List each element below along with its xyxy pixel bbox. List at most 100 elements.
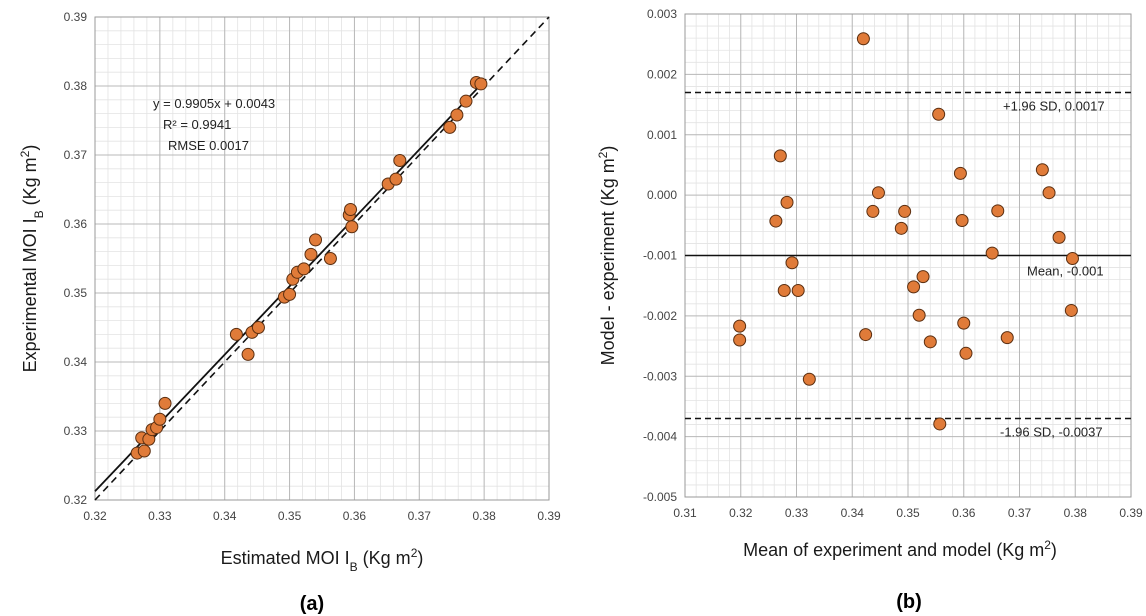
y-tick-label: -0.004 [643,430,677,444]
data-point [283,287,297,301]
chart-a-points [130,76,488,460]
data-point [1035,163,1049,177]
data-point [780,195,794,209]
data-point [443,120,457,134]
chart-a-grid [94,16,550,501]
y-tick-label: 0.002 [647,67,677,81]
data-point [802,372,816,386]
y-tick-label: -0.001 [643,249,677,263]
data-point [309,233,323,247]
data-point [389,172,403,186]
data-point [898,204,912,218]
data-point [871,186,885,200]
data-point [459,94,473,108]
data-point [153,412,167,426]
x-tick-label: 0.33 [148,509,172,523]
x-tick-label: 0.39 [537,509,561,523]
data-point [323,252,337,265]
data-point [1000,331,1014,345]
chart-b-reference-lines: +1.96 SD, 0.0017 Mean, -0.001 -1.96 SD, -0… [685,91,1131,440]
data-point [733,319,747,333]
x-tick-label: 0.34 [213,509,237,523]
data-point [158,396,172,410]
x-tick-label: 0.32 [729,506,753,520]
chart-a-panel-label: (a) [300,593,324,615]
data-point [474,77,488,91]
y-tick-label: 0.37 [64,148,88,162]
data-point [773,149,787,163]
chart-b-panel-label: (b) [896,591,922,613]
y-tick-label: 0.38 [64,79,88,93]
fit-annotation: y = 0.9905x + 0.0043 [153,96,275,111]
x-tick-label: 0.38 [472,509,496,523]
data-point [450,108,464,122]
x-tick-label: 0.36 [952,506,976,520]
y-tick-label: 0.36 [64,217,88,231]
data-point [251,321,265,334]
data-point [916,270,930,284]
reference-line-label: -1.96 SD, -0.0037 [1000,425,1103,440]
data-point [769,214,783,228]
y-tick-label: 0.003 [647,7,677,21]
data-point [304,247,318,261]
chart-a-x-title: Estimated MOI IB (Kg m2) [221,546,424,574]
chart-b: +1.96 SD, 0.0017 Mean, -0.001 -1.96 SD, -0… [596,7,1143,613]
data-point [991,204,1005,218]
y-tick-label: -0.002 [643,309,677,323]
data-point [733,333,747,347]
data-point [932,107,946,121]
y-tick-label: 0.32 [64,493,88,507]
data-point [923,335,937,349]
data-point [957,316,971,330]
data-point [229,327,243,341]
reference-line-label: Mean, -0.001 [1027,264,1104,279]
x-tick-label: 0.33 [785,506,809,520]
x-tick-label: 0.31 [673,506,697,520]
chart-a: 0.32 0.33 0.34 0.35 0.36 0.37 0.38 0.39 0.32 0.3… [18,10,561,615]
data-point [933,417,947,431]
data-point [777,284,791,298]
chart-a-identity-line [94,16,550,501]
chart-b-y-title: Model - experiment (Kg m2) [596,146,618,366]
reference-line-label: +1.96 SD, 0.0017 [1003,98,1105,113]
chart-a-x-ticks: 0.32 0.33 0.34 0.35 0.36 0.37 0.38 0.39 [83,509,561,523]
y-tick-label: 0.35 [64,286,88,300]
data-point [1064,303,1078,317]
chart-a-y-ticks: 0.32 0.33 0.34 0.35 0.36 0.37 0.38 0.39 [64,10,88,507]
data-point [791,284,805,298]
chart-b-x-title: Mean of experiment and model (Kg m2) [743,538,1057,560]
data-point [297,262,311,276]
data-point [241,347,255,361]
fit-annotation: RMSE 0.0017 [168,138,249,153]
data-point [959,346,973,360]
chart-a-y-title: Experimental MOI IB (Kg m2) [18,145,46,373]
data-point [894,221,908,235]
data-point [859,328,873,342]
x-tick-label: 0.38 [1064,506,1088,520]
y-tick-label: 0.39 [64,10,88,24]
data-point [866,204,880,218]
x-tick-label: 0.32 [83,509,107,523]
x-tick-label: 0.36 [343,509,367,523]
data-point [907,280,921,294]
y-tick-label: -0.005 [643,490,677,504]
data-point [1065,252,1079,266]
data-point [985,246,999,260]
chart-b-x-ticks: 0.31 0.32 0.33 0.34 0.35 0.36 0.37 0.38 0.39 [673,506,1143,520]
fit-annotation: R² = 0.9941 [163,117,231,132]
x-tick-label: 0.39 [1119,506,1143,520]
data-point [345,220,359,234]
y-tick-label: 0.34 [64,355,88,369]
chart-b-y-ticks: -0.005 -0.004 -0.003 -0.002 -0.001 0.000 0.001… [643,7,677,504]
x-tick-label: 0.34 [841,506,865,520]
x-tick-label: 0.37 [1008,506,1032,520]
data-point [1052,230,1066,244]
y-tick-label: 0.001 [647,128,677,142]
x-tick-label: 0.35 [896,506,920,520]
chart-b-points [733,32,1079,431]
data-point [137,444,151,458]
x-tick-label: 0.37 [408,509,432,523]
chart-a-plot-area [94,16,550,501]
y-tick-label: -0.003 [643,369,677,383]
